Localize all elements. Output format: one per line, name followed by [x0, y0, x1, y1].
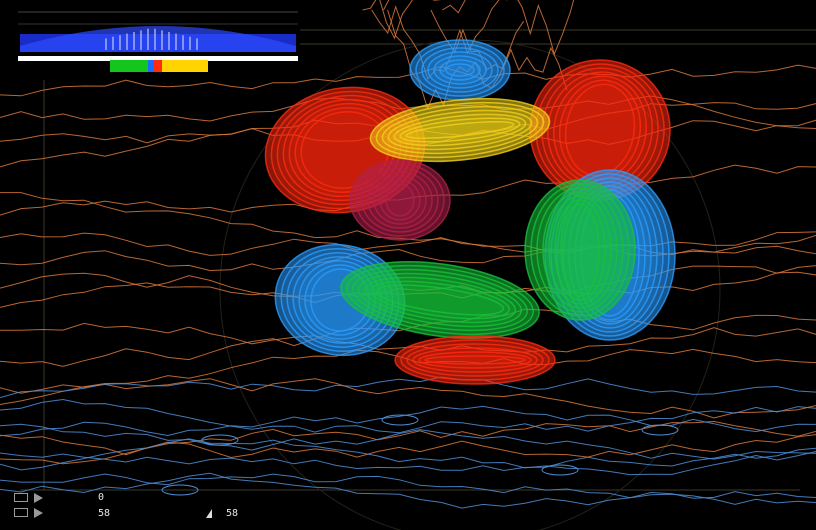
lobe-green-lower	[340, 260, 540, 340]
lobe-core	[349, 159, 451, 241]
terrain-contour	[383, 0, 390, 11]
spectrum-white-bar	[18, 56, 298, 61]
lobe-shell	[524, 179, 636, 321]
coastline-contour	[0, 376, 816, 399]
spectrum-curve	[20, 26, 296, 52]
segment-green	[110, 60, 148, 72]
lobe-shell	[399, 117, 521, 143]
island-outline	[161, 484, 199, 496]
spectrum-panel	[18, 10, 298, 72]
lobe-shell	[394, 335, 556, 385]
lobe-shell	[445, 63, 475, 77]
layer-box-icon[interactable]	[14, 493, 28, 502]
lobe-shell	[340, 260, 540, 340]
segment-yellow	[162, 60, 208, 72]
cursor-marker-icon	[206, 509, 212, 518]
terrain-contour	[0, 420, 816, 465]
coastline-contour	[0, 405, 816, 437]
lobe-shell	[421, 47, 499, 93]
terrain-contour	[0, 231, 816, 272]
coastline-contour	[0, 472, 816, 509]
play-arrow-icon[interactable]	[34, 493, 43, 503]
lobe-shell	[363, 276, 517, 324]
lobe-yellow-center	[369, 97, 551, 163]
terrain-contour	[442, 0, 575, 56]
lobe-shell	[379, 179, 421, 221]
lobe-blue-top	[409, 39, 511, 101]
play-arrow-icon-secondary[interactable]	[34, 508, 43, 518]
lobe-shell	[373, 175, 427, 225]
lobe-shell	[542, 191, 618, 309]
layer-box-icon-secondary[interactable]	[14, 508, 28, 517]
segment-blue	[148, 60, 154, 72]
island-outline	[201, 434, 239, 446]
lobe-shell	[427, 51, 493, 89]
spectrum-graph	[18, 10, 298, 72]
hud-top-value: 0	[98, 492, 105, 503]
lobe-shell	[554, 199, 606, 301]
lobe-shell	[369, 97, 551, 163]
lobe-shell	[406, 343, 544, 377]
lobe-red-bottom	[394, 335, 556, 385]
lobe-shell	[405, 121, 515, 139]
hud-bottom-value: 58	[98, 508, 111, 519]
lobe-shell	[346, 264, 534, 336]
lobe-shell	[367, 171, 433, 229]
island-outline	[541, 464, 579, 476]
terrain-contour	[0, 64, 816, 97]
lobe-shell	[536, 187, 624, 313]
lobe-shell	[369, 280, 511, 320]
terrain-contour	[0, 95, 816, 129]
lobe-shell	[385, 183, 415, 217]
coastline-contour	[0, 447, 816, 472]
lobe-shell	[349, 159, 451, 241]
lobe-shell	[355, 163, 445, 237]
coastline-contour	[0, 473, 816, 505]
lobe-shell	[375, 284, 505, 316]
lobe-shell	[424, 355, 526, 365]
lobe-green-right	[524, 179, 636, 321]
lobe-shell	[357, 272, 523, 328]
coastline-contour	[0, 438, 816, 476]
coastline-contour	[0, 398, 816, 434]
coastline-contour	[0, 423, 816, 460]
terrain-contour	[0, 232, 816, 257]
lobe-shell	[560, 203, 600, 297]
hud-right-value: 58	[226, 508, 239, 519]
hud-controls: 0 58 58	[10, 490, 330, 524]
island-outline	[381, 414, 419, 426]
segment-red	[154, 60, 162, 72]
lobe-shell	[387, 109, 533, 151]
lobe-red-upper-right	[529, 59, 671, 201]
terrain-contour	[0, 378, 816, 419]
island-outline	[641, 424, 679, 436]
radiation-lobes	[264, 39, 676, 385]
terrain-contour	[362, 0, 442, 40]
lobe-shell	[375, 101, 545, 159]
